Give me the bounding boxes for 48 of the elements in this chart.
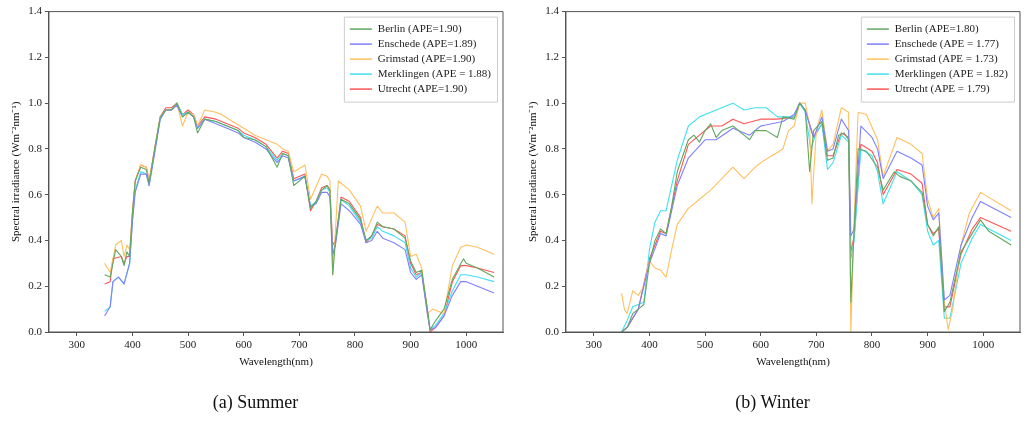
y-tick-label: 1.4 <box>28 4 43 17</box>
x-tick-label: 400 <box>641 338 659 351</box>
x-tick-label: 700 <box>808 338 826 351</box>
y-tick-label: 0.2 <box>545 279 559 292</box>
x-tick-label: 300 <box>68 338 86 351</box>
legend-label: Berlin (APE=1.90) <box>377 21 463 35</box>
legend-label: Merklingen (APE = 1.88) <box>377 66 492 80</box>
legend-label: Enschede (APE=1.89) <box>377 36 477 50</box>
x-tick-label: 600 <box>235 338 253 351</box>
legend-label: Utrecht (APE = 1.79) <box>894 81 990 95</box>
y-tick-label: 0.4 <box>545 233 560 246</box>
legend-label: Utrecht (APE=1.90) <box>377 81 468 95</box>
y-tick-label: 0.4 <box>28 233 43 246</box>
x-axis-title: Wavelength(nm) <box>756 354 831 368</box>
x-tick-label: 1000 <box>972 338 995 351</box>
x-tick-label: 300 <box>585 338 603 351</box>
x-tick-label: 900 <box>919 338 937 351</box>
y-tick-label: 0.8 <box>28 141 43 154</box>
x-tick-label: 800 <box>346 338 364 351</box>
x-tick-label: 500 <box>179 338 197 351</box>
legend-label: Berlin (APE=1.80) <box>894 21 980 35</box>
y-tick-label: 1.2 <box>28 50 42 63</box>
x-tick-label: 800 <box>863 338 881 351</box>
legend-label: Enschede (APE = 1.77) <box>894 36 1000 50</box>
y-tick-label: 0.6 <box>545 187 560 200</box>
legend-label: Grimstad (APE=1.90) <box>377 51 476 65</box>
legend-label: Grimstad (APE = 1.73) <box>894 51 998 65</box>
x-tick-label: 1000 <box>455 338 478 351</box>
x-tick-label: 600 <box>752 338 770 351</box>
y-tick-label: 1.0 <box>28 96 43 109</box>
x-tick-label: 500 <box>696 338 714 351</box>
y-tick-label: 0.0 <box>545 324 560 337</box>
y-tick-label: 1.0 <box>545 96 560 109</box>
y-tick-label: 1.2 <box>545 50 559 63</box>
y-axis-title: Spectral irradiance (Wm⁻²nm⁻¹) <box>526 101 540 243</box>
y-tick-label: 0.0 <box>28 324 43 337</box>
y-tick-label: 1.4 <box>545 4 560 17</box>
legend-label: Merklingen (APE = 1.82) <box>894 66 1009 80</box>
text: (a) Summer <box>212 391 299 413</box>
x-tick-label: 700 <box>291 338 309 351</box>
x-axis-title: Wavelength(nm) <box>239 354 314 368</box>
x-tick-label: 900 <box>402 338 420 351</box>
text: (b) Winter <box>735 391 810 413</box>
y-axis-title: Spectral irradiance (Wm⁻²nm⁻¹) <box>9 101 23 243</box>
y-tick-label: 0.8 <box>545 141 560 154</box>
y-tick-label: 0.6 <box>28 187 43 200</box>
y-tick-label: 0.2 <box>28 279 42 292</box>
x-tick-label: 400 <box>124 338 142 351</box>
